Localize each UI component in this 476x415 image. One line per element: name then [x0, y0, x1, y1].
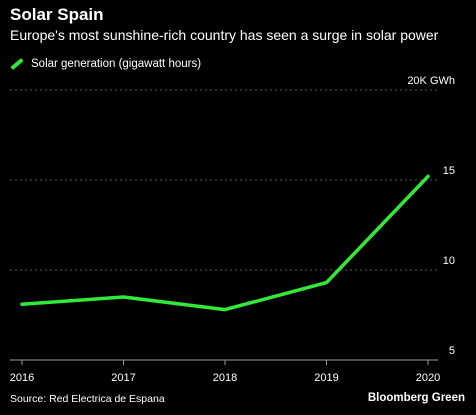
- x-tick-label: 2019: [314, 372, 338, 384]
- chart-title: Solar Spain: [10, 5, 104, 24]
- y-tick-label: 15: [443, 165, 455, 177]
- source-note: Source: Red Electrica de Espana: [10, 393, 165, 405]
- series-line: [20, 174, 430, 312]
- y-tick-label: 5: [449, 345, 455, 357]
- x-tick-label: 2016: [10, 372, 34, 384]
- x-tick-label: 2017: [111, 372, 135, 384]
- x-tick-label: 2018: [213, 372, 237, 384]
- chart-subtitle: Europe's most sunshine-rich country has …: [10, 27, 439, 43]
- legend: Solar generation (gigawatt hours): [10, 57, 202, 71]
- x-tick-label: 2020: [416, 372, 440, 384]
- legend-label: Solar generation (gigawatt hours): [31, 58, 202, 70]
- y-tick-label: 20K GWh: [407, 75, 455, 87]
- brand-logo: Bloomberg Green: [367, 392, 465, 404]
- y-tick-label: 10: [443, 255, 455, 267]
